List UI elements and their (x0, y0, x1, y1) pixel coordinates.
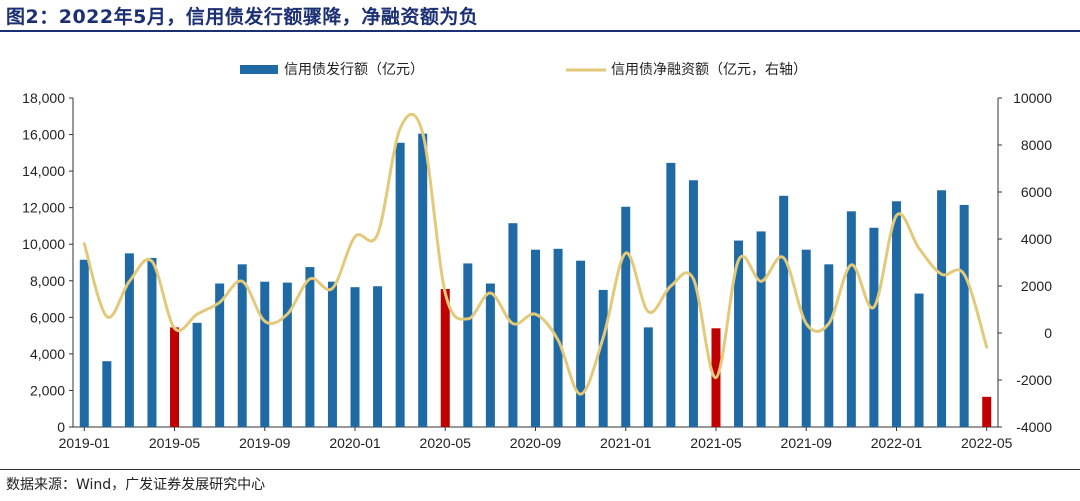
legend: 信用债发行额（亿元） 信用债净融资额（亿元，右轴） (240, 61, 807, 77)
bar-2020-11 (576, 260, 586, 427)
left-axis-tick-label: 12,000 (22, 200, 65, 216)
chart-title: 图2：2022年5月，信用债发行额骤降，净融资额为负 (6, 6, 479, 28)
bar-2019-04 (147, 257, 157, 427)
axes-layer: 0 2,000 4,000 6,000 8,000 10,000 12,000 14,000 1… (22, 90, 1052, 451)
x-axis-tick-label: 2020-01 (329, 435, 381, 451)
x-axis-tick-label: 2019-09 (239, 435, 291, 451)
bar-2020-06 (463, 263, 473, 427)
bar-2020-05 (440, 289, 450, 427)
left-axis-tick-label: 0 (57, 419, 65, 435)
line-layer (82, 112, 989, 396)
left-axis-tick-label: 8,000 (30, 273, 65, 289)
right-axis-tick-label: -4000 (1016, 419, 1052, 435)
x-axis-tick-label: 2021-09 (781, 435, 833, 451)
bar-2020-09 (531, 249, 540, 427)
bar-2021-09 (801, 249, 811, 427)
bar-2019-09 (260, 281, 270, 427)
bar-2022-04 (959, 204, 969, 427)
bar-2021-03 (666, 162, 676, 427)
title-divider (0, 30, 1080, 32)
bar-2021-04 (688, 180, 698, 427)
x-axis-tick-label: 2020-09 (510, 435, 562, 451)
bar-2019-06 (192, 322, 202, 427)
left-axis-tick-label: 14,000 (22, 163, 65, 179)
bar-2022-05 (982, 396, 992, 427)
x-axis-tick-label: 2022-01 (871, 435, 923, 451)
x-axis-tick-label: 2019-01 (59, 435, 111, 451)
x-axis-tick-label: 2021-05 (690, 435, 742, 451)
bar-2019-07 (215, 283, 225, 427)
bar-2021-06 (734, 240, 744, 427)
bar-2019-01 (79, 259, 89, 427)
bar-2020-01 (350, 287, 360, 427)
left-axis-tick-label: 2,000 (30, 382, 65, 398)
x-axis-tick-label: 2021-01 (600, 435, 652, 451)
right-axis-tick-label: 0 (1044, 325, 1052, 341)
bar-2020-12 (598, 289, 608, 427)
right-axis-tick-label: 8000 (1021, 137, 1052, 153)
source-note: 数据来源：Wind，广发证券发展研究中心 (6, 477, 266, 493)
right-axis-tick-label: 4000 (1021, 231, 1052, 247)
bar-2019-02 (102, 361, 112, 427)
bar-2021-10 (824, 264, 834, 427)
left-axis-tick-label: 4,000 (30, 346, 65, 362)
bar-2021-01 (621, 206, 631, 427)
bar-2020-04 (418, 133, 428, 427)
x-axis-tick-label: 2019-05 (149, 435, 201, 451)
bar-2021-02 (643, 327, 653, 427)
net-financing-line (82, 112, 989, 396)
bar-2020-03 (395, 142, 405, 427)
bar-2019-12 (327, 281, 337, 427)
right-axis-tick-label: 10000 (1013, 90, 1052, 106)
bar-2021-12 (869, 227, 879, 427)
bar-2019-03 (124, 253, 134, 427)
right-axis-tick-label: 6000 (1021, 184, 1052, 200)
right-axis-tick-label: 2000 (1021, 278, 1052, 294)
bar-2022-01 (891, 201, 901, 427)
bar-2019-10 (282, 282, 292, 427)
bar-2021-11 (846, 211, 856, 427)
left-axis-tick-label: 18,000 (22, 90, 65, 106)
left-axis-tick-label: 16,000 (22, 127, 65, 143)
legend-bar-swatch (240, 65, 278, 74)
bar-2019-11 (305, 267, 315, 427)
bar-2020-07 (485, 283, 495, 427)
credit-bond-chart: 0 2,000 4,000 6,000 8,000 10,000 12,000 14,000 1… (22, 61, 1052, 451)
x-axis-tick-label: 2022-05 (961, 435, 1013, 451)
bar-2021-07 (756, 231, 766, 427)
footer-divider (0, 469, 1080, 470)
left-axis-tick-label: 10,000 (22, 236, 65, 252)
bar-2022-02 (914, 293, 924, 427)
bar-2020-02 (373, 286, 383, 427)
legend-bar-label: 信用债发行额（亿元） (284, 61, 424, 77)
x-axis-tick-label: 2020-05 (420, 435, 472, 451)
bar-2022-03 (937, 190, 947, 427)
left-axis-tick-label: 6,000 (30, 309, 65, 325)
right-axis-tick-label: -2000 (1016, 372, 1052, 388)
bars-layer (79, 133, 992, 427)
bar-2019-05 (170, 327, 180, 427)
bar-2021-08 (779, 195, 789, 427)
bar-2019-08 (237, 264, 247, 427)
legend-line-label: 信用债净融资额（亿元，右轴） (611, 61, 807, 77)
